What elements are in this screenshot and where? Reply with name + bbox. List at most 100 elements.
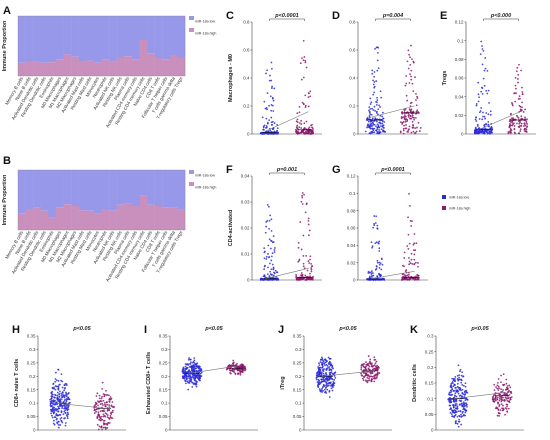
data-point — [371, 368, 374, 371]
data-point — [187, 364, 190, 366]
data-point — [362, 363, 364, 366]
data-point — [188, 365, 191, 368]
data-point — [416, 95, 419, 98]
data-point — [185, 375, 188, 378]
data-point — [228, 364, 231, 366]
data-point — [296, 127, 299, 130]
data-point — [452, 385, 455, 388]
data-point — [371, 378, 374, 381]
data-point — [378, 372, 381, 374]
data-point — [518, 95, 521, 98]
data-point — [327, 356, 330, 359]
data-point — [371, 375, 374, 378]
data-point — [415, 93, 417, 95]
data-point — [183, 377, 186, 380]
data-point — [297, 278, 300, 281]
data-point — [382, 117, 385, 120]
data-point — [236, 369, 239, 371]
data-point — [506, 403, 509, 406]
data-point — [99, 417, 102, 420]
data-point — [515, 92, 518, 95]
data-point — [408, 192, 410, 195]
data-point — [361, 377, 364, 380]
data-point — [450, 409, 453, 412]
data-point — [489, 113, 492, 116]
data-point — [270, 229, 273, 232]
data-point — [478, 96, 481, 99]
data-point — [379, 106, 381, 108]
data-point — [108, 394, 110, 397]
y-tick-label: 0.6 — [349, 48, 356, 53]
data-point — [192, 360, 195, 363]
data-point — [58, 399, 61, 402]
data-point — [307, 223, 310, 226]
data-point — [266, 273, 269, 276]
data-point — [516, 78, 519, 80]
data-point — [458, 394, 461, 397]
data-point — [332, 386, 334, 389]
data-point — [52, 419, 55, 422]
data-point — [270, 132, 273, 135]
data-point — [494, 398, 496, 401]
data-point — [502, 408, 505, 411]
data-point — [367, 270, 370, 273]
data-point — [102, 404, 104, 406]
bar-segment-low — [93, 170, 102, 214]
data-point — [329, 381, 332, 384]
data-point — [487, 113, 490, 116]
data-point — [184, 363, 187, 365]
data-point — [305, 120, 308, 123]
data-point — [456, 374, 459, 377]
data-point — [404, 127, 407, 130]
data-point — [376, 120, 378, 123]
y-tick-label: 0.04 — [347, 243, 356, 248]
data-point — [410, 131, 413, 134]
y-tick-label: 0.1 — [427, 396, 434, 401]
panel-label: B — [3, 155, 11, 167]
data-point — [303, 127, 306, 129]
data-point — [499, 409, 502, 411]
data-point — [461, 388, 464, 391]
data-point — [333, 379, 336, 381]
data-point — [502, 404, 504, 407]
data-point — [413, 233, 416, 235]
data-point — [306, 132, 309, 134]
data-point — [326, 388, 329, 391]
bar-segment-high — [177, 58, 186, 76]
data-point — [521, 91, 524, 93]
data-point — [328, 373, 331, 375]
data-point — [519, 128, 522, 131]
data-point — [302, 234, 305, 237]
data-point — [367, 364, 370, 367]
data-point — [463, 405, 466, 408]
data-point — [483, 115, 486, 118]
data-point — [325, 363, 328, 366]
data-point — [402, 128, 405, 130]
data-point — [515, 87, 517, 90]
trend-line — [265, 268, 309, 279]
data-point — [486, 92, 489, 95]
data-point — [322, 384, 325, 386]
data-point — [106, 426, 109, 429]
panel-label: J — [278, 324, 284, 336]
data-point — [270, 79, 273, 82]
significance-bracket — [269, 172, 305, 175]
data-point — [454, 411, 457, 414]
data-point — [376, 110, 378, 113]
data-point — [109, 414, 112, 417]
panel-label: I — [144, 324, 147, 336]
data-point — [104, 405, 107, 408]
y-tick-label: 0.1 — [457, 38, 464, 43]
data-point — [481, 48, 484, 50]
data-point — [265, 72, 267, 75]
data-point — [457, 390, 460, 393]
data-point — [307, 217, 310, 220]
data-point — [525, 121, 528, 124]
data-point — [478, 129, 480, 132]
data-point — [371, 72, 374, 75]
data-point — [379, 125, 382, 128]
data-point — [56, 417, 58, 420]
data-point — [325, 381, 328, 384]
data-point — [407, 67, 410, 70]
bar-segment-low — [18, 16, 26, 63]
